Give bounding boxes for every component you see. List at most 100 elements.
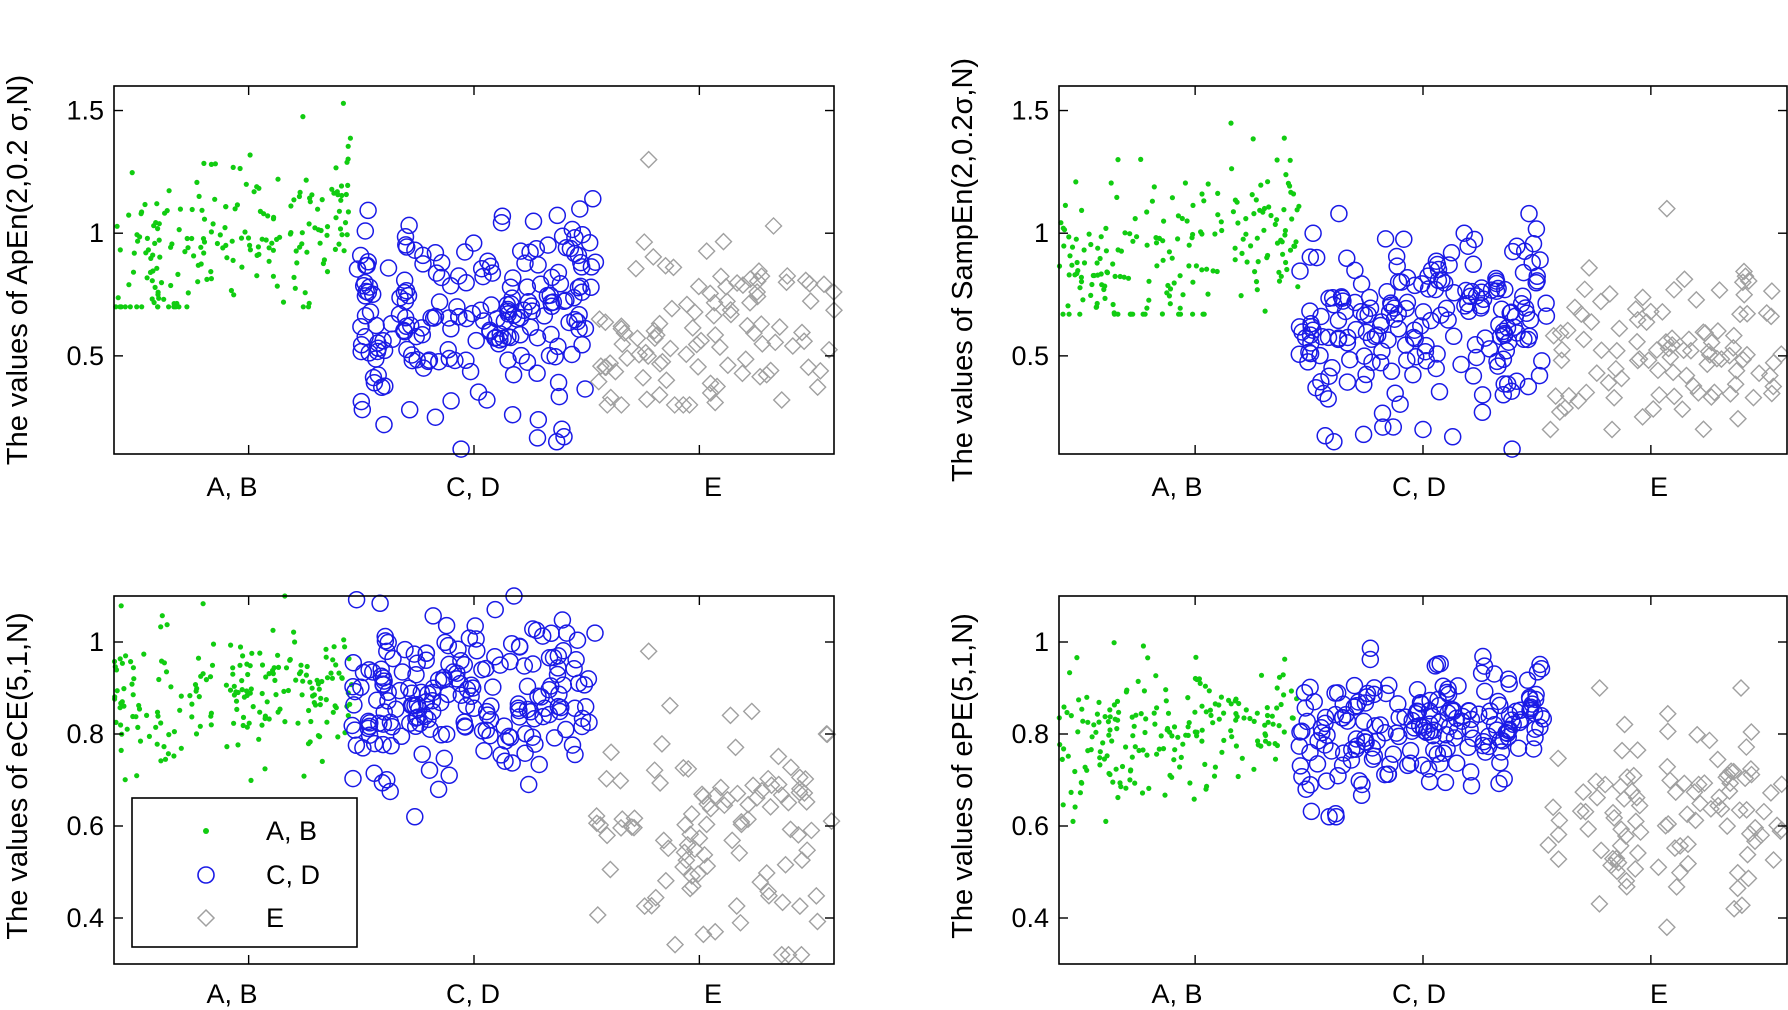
data-point	[589, 372, 608, 391]
data-point	[392, 727, 411, 746]
x-tick-label: E	[1650, 979, 1668, 1009]
data-point	[130, 713, 136, 720]
data-point	[1167, 301, 1173, 307]
data-point	[1171, 757, 1177, 763]
data-point	[417, 644, 436, 662]
data-point	[1633, 288, 1652, 307]
data-point	[115, 295, 121, 301]
data-point	[229, 238, 235, 244]
data-point	[1177, 305, 1183, 311]
data-point	[1095, 272, 1101, 278]
data-point	[1679, 330, 1698, 349]
data-point	[1066, 234, 1072, 240]
data-point	[637, 390, 656, 409]
data-point	[477, 702, 496, 721]
data-point	[1059, 756, 1065, 763]
data-point	[1453, 707, 1472, 726]
data-point	[634, 368, 653, 387]
data-point	[1494, 386, 1513, 404]
data-point	[1616, 827, 1635, 845]
data-point	[339, 232, 345, 238]
data-point	[501, 652, 519, 671]
data-point	[1152, 721, 1158, 727]
data-point	[601, 354, 620, 373]
data-point	[1659, 339, 1678, 358]
data-point	[753, 334, 772, 353]
data-point	[401, 316, 420, 335]
data-point	[430, 293, 449, 311]
data-point	[184, 235, 190, 242]
data-point	[323, 654, 329, 660]
data-point	[118, 722, 124, 728]
data-point	[1325, 432, 1343, 451]
data-point	[645, 321, 664, 340]
data-point	[602, 743, 621, 762]
data-point	[1191, 796, 1197, 802]
data-point	[491, 656, 509, 674]
data-point	[1353, 775, 1371, 794]
data-point	[432, 268, 451, 287]
data-point	[230, 257, 236, 263]
data-point	[504, 269, 522, 287]
data-point	[374, 735, 392, 754]
data-point	[1262, 722, 1268, 728]
data-point	[1219, 227, 1225, 234]
data-point	[519, 293, 538, 311]
data-point	[1186, 263, 1192, 269]
data-point	[582, 258, 601, 276]
data-point	[711, 778, 730, 797]
data-point	[685, 303, 704, 322]
data-point	[178, 745, 184, 751]
data-point	[590, 310, 609, 329]
data-point	[580, 233, 599, 252]
data-point	[611, 771, 630, 790]
data-point	[1165, 710, 1172, 716]
data-point	[440, 309, 458, 327]
data-point	[792, 945, 811, 964]
data-point	[1728, 863, 1747, 882]
data-point	[378, 642, 396, 661]
data-point	[329, 675, 335, 681]
data-point	[130, 665, 136, 671]
data-point	[395, 283, 414, 302]
data-point	[1705, 383, 1724, 402]
data-point	[1097, 255, 1103, 262]
data-point	[1235, 220, 1241, 226]
data-point	[1284, 266, 1290, 273]
data-point	[1255, 738, 1261, 744]
data-point	[793, 851, 811, 870]
data-point	[1761, 783, 1780, 802]
data-point	[1166, 249, 1172, 255]
data-point	[124, 726, 130, 732]
data-point	[493, 207, 512, 225]
data-point	[416, 707, 434, 726]
data-point	[1605, 808, 1624, 827]
data-point	[1149, 198, 1155, 204]
data-point	[689, 357, 708, 376]
data-point	[1115, 157, 1121, 163]
data-point	[529, 256, 547, 274]
data-point	[733, 276, 752, 295]
data-point	[1190, 202, 1196, 208]
data-point	[1656, 332, 1675, 351]
data-point	[538, 286, 557, 305]
data-point	[1207, 707, 1213, 713]
data-point	[1066, 272, 1072, 278]
data-point	[761, 361, 780, 380]
data-point	[1658, 722, 1677, 741]
data-point	[566, 311, 584, 329]
data-point	[306, 221, 312, 227]
data-point	[1159, 311, 1165, 317]
data-point	[1115, 794, 1121, 801]
axis-ticks: 0.40.60.81	[66, 596, 834, 964]
data-point	[321, 257, 327, 263]
data-point	[137, 738, 144, 744]
data-point	[383, 330, 402, 349]
data-point	[1293, 239, 1299, 245]
data-point	[376, 632, 395, 650]
data-point	[365, 764, 383, 783]
data-point	[296, 193, 302, 200]
data-point	[1459, 237, 1477, 255]
data-point	[340, 100, 346, 106]
data-point	[426, 408, 445, 426]
